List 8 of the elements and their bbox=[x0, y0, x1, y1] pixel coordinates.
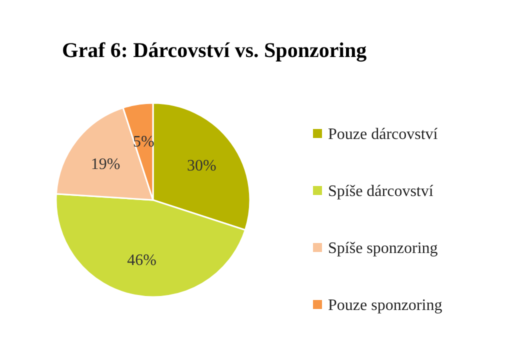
legend-label: Spíše sponzoring bbox=[328, 240, 438, 257]
data-label: 19% bbox=[90, 156, 120, 174]
legend-label: Pouze sponzoring bbox=[328, 297, 442, 314]
legend-label: Pouze dárcovství bbox=[328, 126, 438, 143]
chart-title: Graf 6: Dárcovství vs. Sponzoring bbox=[62, 38, 368, 62]
legend-label: Spíše dárcovství bbox=[328, 183, 434, 200]
data-label: 30% bbox=[186, 158, 216, 175]
data-label: 46% bbox=[127, 252, 156, 270]
